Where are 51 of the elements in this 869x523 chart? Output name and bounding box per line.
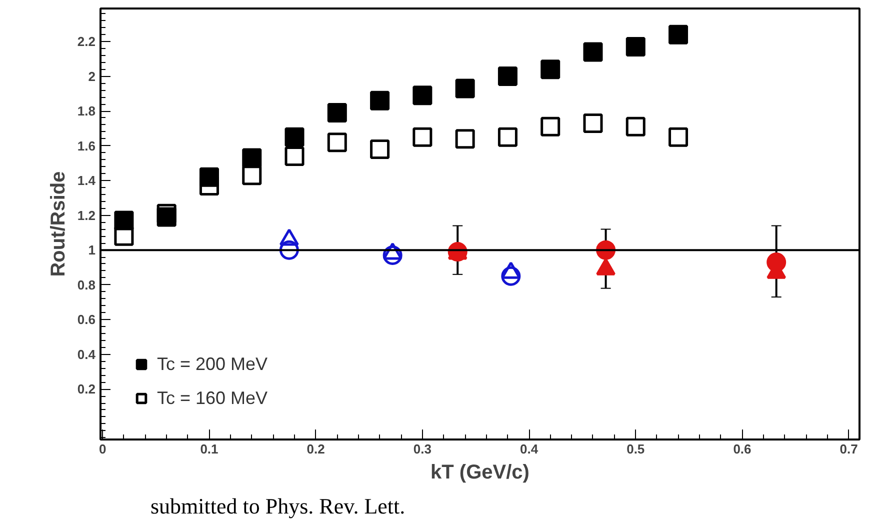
point — [412, 127, 432, 147]
point — [382, 246, 402, 266]
point — [626, 36, 646, 56]
x-tick-label: 0.6 — [733, 442, 752, 456]
point — [455, 129, 475, 149]
text: submitted to Phys. Rev. Lett. — [150, 494, 406, 518]
point — [370, 140, 390, 160]
x-axis-title: kT (GeV/c) — [430, 462, 530, 484]
point — [540, 60, 560, 80]
point — [583, 113, 603, 133]
point — [412, 86, 432, 106]
y-tick-label: 2 — [88, 68, 96, 84]
point — [327, 132, 347, 152]
y-tick-label: 1.4 — [77, 173, 96, 188]
legend-label: Tc = 200 MeV — [157, 354, 268, 374]
point — [501, 266, 521, 286]
point — [114, 226, 134, 246]
x-tick-label: 0 — [99, 442, 106, 456]
y-tick-label: 0.2 — [77, 382, 96, 397]
point — [242, 148, 262, 168]
point — [583, 42, 603, 62]
point — [156, 204, 176, 224]
point — [498, 66, 518, 86]
point — [455, 78, 475, 98]
legend-label: Tc = 160 MeV — [157, 388, 268, 408]
point — [668, 24, 688, 44]
x-tick-label: 0.7 — [840, 442, 858, 456]
point — [284, 146, 304, 166]
y-tick-label: 0.8 — [77, 277, 96, 292]
x-tick-label: 0.3 — [413, 442, 432, 456]
y-axis-title: Rout/Rside — [47, 171, 70, 277]
point — [242, 166, 262, 186]
y-tick-label: 1.8 — [77, 104, 96, 119]
y-tick-label: 1.6 — [77, 138, 96, 154]
x-tick-label: 0.5 — [626, 442, 645, 456]
point — [626, 116, 646, 136]
point — [766, 252, 786, 272]
x-tick-label: 0.4 — [520, 442, 539, 456]
y-tick-label: 0.6 — [77, 312, 96, 328]
point — [327, 103, 347, 123]
point — [540, 116, 560, 136]
point — [668, 127, 688, 147]
x-tick-label: 0.1 — [200, 442, 218, 456]
point — [370, 90, 390, 110]
y-tick-label: 2.2 — [77, 34, 96, 50]
y-tick-label: 0.4 — [77, 346, 96, 362]
x-tick-label: 0.2 — [306, 442, 325, 456]
y-tick-label: 1 — [88, 242, 96, 258]
point — [284, 127, 304, 147]
y-tick-label: 1.2 — [77, 208, 96, 223]
point — [498, 127, 518, 147]
